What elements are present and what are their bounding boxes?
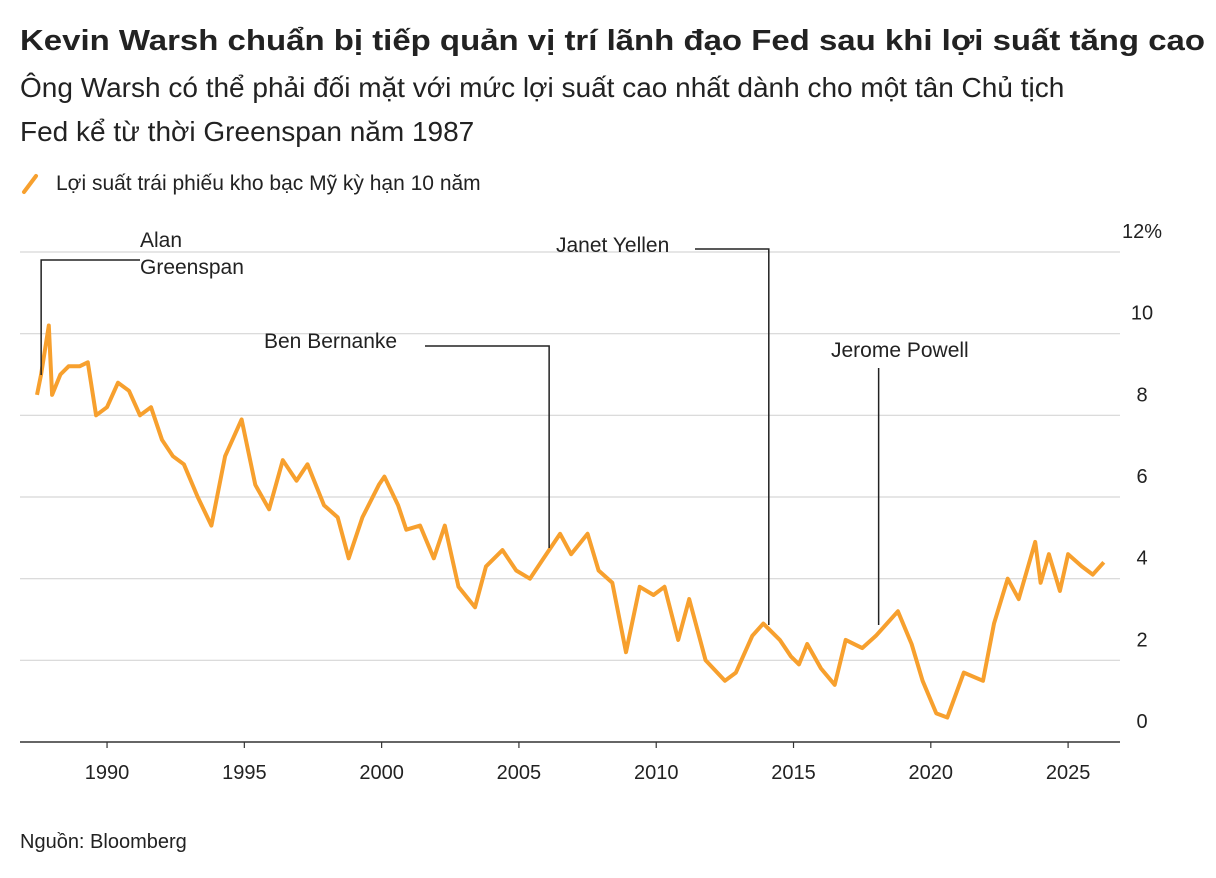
- x-tick-label: 2010: [634, 762, 679, 784]
- source: Nguồn: Bloomberg: [20, 831, 187, 853]
- x-tick-label: 2015: [771, 762, 816, 784]
- annotation-line: [40, 259, 140, 375]
- x-tick-label: 1990: [85, 762, 130, 784]
- x-tick-label: 2005: [497, 762, 542, 784]
- annotation-label: Greenspan: [140, 256, 244, 279]
- annotation-label: Jerome Powell: [831, 339, 969, 362]
- annotation-label: Alan: [140, 229, 182, 252]
- y-tick-label: 8: [1136, 384, 1147, 406]
- y-tick-label: 10: [1131, 303, 1153, 325]
- chart-subtitle: Ông Warsh có thể phải đối mặt với mức lợ…: [20, 72, 1064, 103]
- annotation-line: [425, 345, 550, 548]
- y-tick-label: 0: [1136, 711, 1147, 733]
- x-tick-label: 2020: [909, 762, 954, 784]
- annotation-label: Ben Bernanke: [264, 330, 397, 353]
- y-tick-label: 2: [1136, 629, 1147, 651]
- x-tick-label: 2000: [359, 762, 404, 784]
- legend-swatch: [22, 174, 38, 194]
- y-tick-label: 6: [1136, 466, 1147, 488]
- annotation-line: [695, 248, 770, 625]
- chart-title: Kevin Warsh chuẩn bị tiếp quản vị trí lã…: [20, 25, 1205, 57]
- x-tick-label: 1995: [222, 762, 267, 784]
- data-line: [35, 323, 1106, 720]
- chart-subtitle: Fed kể từ thời Greenspan năm 1987: [20, 116, 474, 147]
- y-tick-label: 4: [1136, 548, 1147, 570]
- x-tick-label: 2025: [1046, 762, 1091, 784]
- legend-label: Lợi suất trái phiếu kho bạc Mỹ kỳ hạn 10…: [56, 172, 481, 195]
- y-tick-label: 12%: [1122, 221, 1162, 243]
- annotation-label: Janet Yellen: [556, 234, 669, 257]
